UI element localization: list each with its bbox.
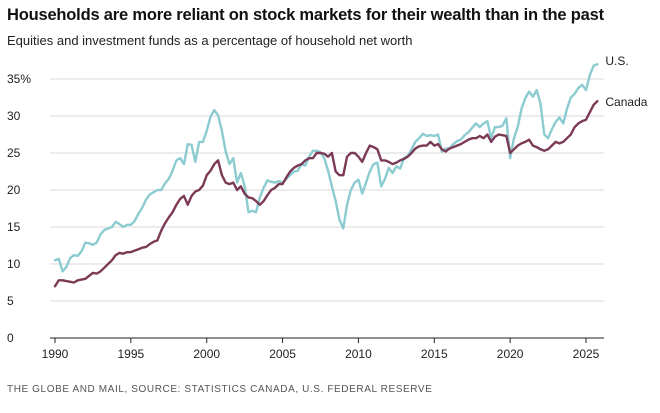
x-tick-label: 1990	[42, 347, 69, 361]
source-note: THE GLOBE AND MAIL, SOURCE: STATISTICS C…	[7, 384, 433, 395]
y-tick-label: 35%	[7, 72, 31, 86]
series-label-us: U.S.	[605, 54, 628, 68]
y-tick-label: 0	[7, 331, 14, 345]
y-tick-label: 25	[7, 146, 21, 160]
series-line-us	[53, 63, 599, 273]
x-tick-label: 2010	[345, 347, 372, 361]
series-lines	[53, 63, 599, 288]
chart-title: Households are more reliant on stock mar…	[7, 6, 604, 24]
series-labels: U.S. Canada	[605, 54, 647, 109]
y-tick-label: 30	[7, 109, 21, 123]
y-tick-label: 5	[7, 294, 14, 308]
y-tick-label: 20	[7, 183, 21, 197]
y-tick-label: 15	[7, 220, 21, 234]
x-tick-label: 2020	[497, 347, 524, 361]
series-label-canada: Canada	[605, 95, 647, 109]
x-tick-label: 2005	[269, 347, 296, 361]
series-line-canada	[53, 100, 599, 288]
chart-subtitle: Equities and investment funds as a perce…	[7, 33, 413, 48]
x-tick-label: 1995	[118, 347, 145, 361]
gridlines	[50, 78, 604, 302]
x-tick-label: 2015	[421, 347, 448, 361]
y-tick-label: 10	[7, 257, 21, 271]
x-tick-label: 2025	[573, 347, 600, 361]
x-tick-label: 2000	[193, 347, 220, 361]
